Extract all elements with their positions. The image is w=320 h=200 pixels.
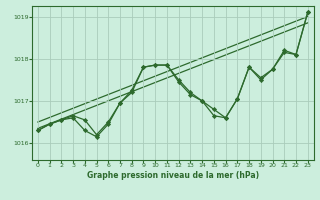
X-axis label: Graphe pression niveau de la mer (hPa): Graphe pression niveau de la mer (hPa): [87, 171, 259, 180]
